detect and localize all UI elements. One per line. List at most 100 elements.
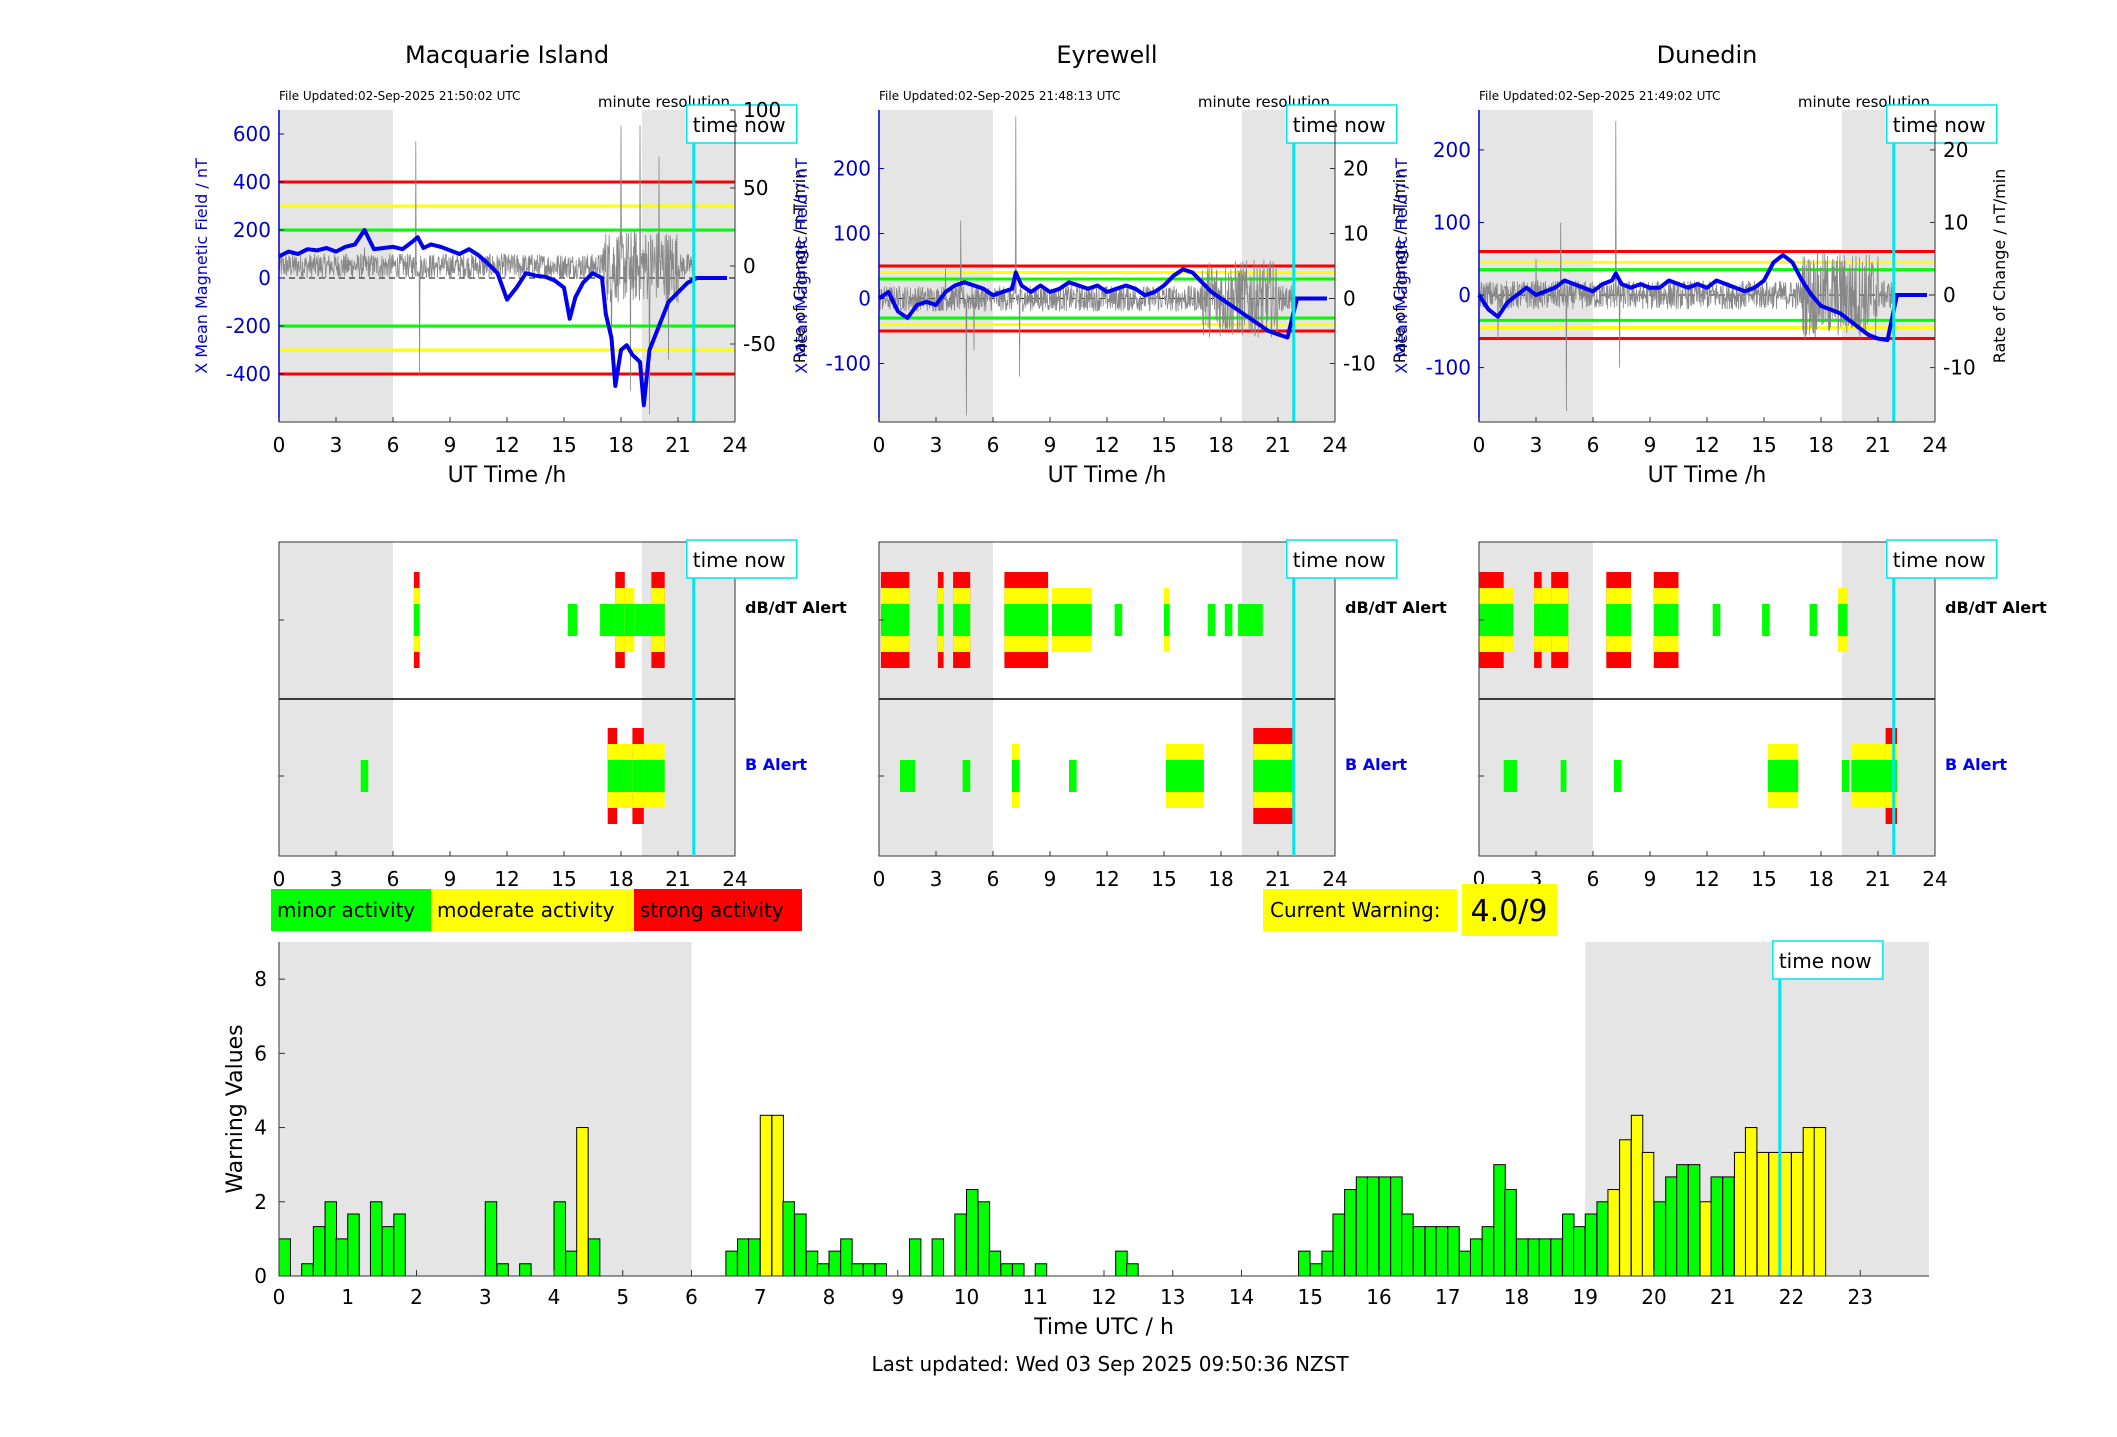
- warning-value-box: [1462, 884, 1557, 936]
- warning-bar: [519, 1263, 532, 1277]
- current-warning: Current Warning: 4.0/9: [1263, 884, 1557, 936]
- station-alert-plots: time now dB/dT Alert B Alert 0 3 6 9 12 15 18 21 24…: [273, 539, 2047, 891]
- warning-bar: [484, 1201, 498, 1277]
- warning-bar: [1653, 1201, 1666, 1277]
- warning-bar: [966, 1189, 979, 1277]
- left-tick-label: 100: [1433, 210, 1471, 234]
- warning-bar: [1527, 1238, 1541, 1277]
- station-panel: Eyrewell File Updated:02-Sep-2025 21:48:1…: [792, 41, 1409, 488]
- y-axis-label: Warning Values: [223, 1024, 248, 1193]
- b-alert-block: [962, 760, 971, 792]
- left-tick-label: 600: [233, 122, 271, 146]
- time-tick-label: 12: [1694, 433, 1719, 457]
- right-axis-label: Rate of Change / nT/min: [1990, 169, 2009, 364]
- warning-bar: [1791, 1151, 1804, 1277]
- left-tick-label: 200: [233, 218, 271, 242]
- warning-bar: [840, 1238, 853, 1277]
- night-shade: [1841, 110, 1935, 422]
- time-now-label: time now: [1779, 949, 1872, 973]
- dbdt-alert-label: dB/dT Alert: [1345, 598, 1447, 617]
- b-alert-block: [1503, 760, 1517, 792]
- time-now-label: time now: [1293, 548, 1386, 572]
- b-alert-block: [1613, 760, 1622, 792]
- warning-bar: [1126, 1263, 1139, 1277]
- x-axis-label: Time UTC / h: [1033, 1315, 1174, 1340]
- dbdt-alert-block: [1534, 604, 1542, 636]
- left-tick-label: 200: [833, 157, 871, 181]
- magnetic-field-trace: [877, 267, 1299, 340]
- x-tick-label: 22: [1779, 1285, 1804, 1309]
- time-tick-label: 21: [665, 867, 690, 891]
- warning-bar: [1619, 1139, 1632, 1277]
- dbdt-alert-block: [1551, 604, 1569, 636]
- warning-bar: [1034, 1263, 1048, 1277]
- warning-label-box: [1263, 889, 1457, 931]
- time-tick-label: 9: [1044, 433, 1057, 457]
- b-alert-block: [1069, 760, 1077, 792]
- warning-bar: [828, 1250, 841, 1277]
- right-tick-label: 0: [1343, 287, 1356, 311]
- station-title: Macquarie Island: [405, 41, 609, 69]
- right-tick-label: 0: [743, 254, 756, 278]
- time-tick-label: 3: [330, 867, 343, 891]
- time-now-box: [686, 539, 798, 579]
- time-axis-label: UT Time /h: [448, 463, 567, 488]
- warning-bar: [278, 1238, 291, 1277]
- time-tick-label: 21: [665, 433, 690, 457]
- b-alert-label: B Alert: [1345, 755, 1407, 774]
- time-tick-label: 12: [1694, 867, 1719, 891]
- station-title: Dunedin: [1657, 41, 1758, 69]
- dbdt-alert-block: [651, 604, 665, 636]
- rate-of-change-trace: [1478, 120, 1894, 412]
- b-alert-block: [1885, 760, 1897, 792]
- station-panel: Macquarie Island File Updated:02-Sep-2025…: [192, 41, 809, 488]
- warning-bar: [1630, 1114, 1644, 1277]
- time-tick-label: 21: [1265, 433, 1290, 457]
- x-tick-label: 21: [1710, 1285, 1735, 1309]
- b-alert-block: [1012, 760, 1020, 792]
- warning-bar: [1687, 1164, 1701, 1277]
- time-tick-label: 18: [608, 867, 633, 891]
- x-tick-label: 17: [1435, 1285, 1460, 1309]
- dbdt-alert-block: [1164, 604, 1170, 636]
- warning-bar: [1584, 1213, 1598, 1277]
- right-tick-label: -10: [1343, 352, 1376, 376]
- time-tick-label: 18: [1208, 867, 1233, 891]
- file-updated: File Updated:02-Sep-2025 21:48:13 UTC: [879, 89, 1120, 103]
- warning-bar: [587, 1238, 601, 1277]
- left-tick-label: 0: [1458, 283, 1471, 307]
- magnetic-field-trace: [1477, 253, 1899, 342]
- b-alert-block: [899, 760, 916, 792]
- warning-bar: [1802, 1127, 1816, 1277]
- dbdt-alert-block: [1762, 604, 1770, 636]
- time-tick-label: 12: [494, 433, 519, 457]
- time-tick-label: 18: [608, 433, 633, 457]
- x-tick-label: 2: [410, 1285, 423, 1309]
- warning-bar: [1390, 1176, 1403, 1277]
- warning-bar: [1756, 1151, 1770, 1277]
- time-tick-label: 24: [1322, 433, 1347, 457]
- left-axis-label: X Mean Magnetic Field / nT: [1392, 158, 1411, 374]
- x-tick-label: 19: [1573, 1285, 1598, 1309]
- time-tick-label: 0: [273, 433, 286, 457]
- warning-bar: [782, 1201, 795, 1277]
- legend-swatch: [431, 889, 634, 931]
- time-now-label: time now: [1893, 548, 1986, 572]
- time-now-box: [1772, 940, 1884, 980]
- b-alert-block: [360, 760, 369, 792]
- legend-swatch: [634, 889, 802, 931]
- y-tick-label: 4: [254, 1116, 267, 1140]
- dbdt-alert-block: [1838, 604, 1848, 636]
- rate-of-change-trace: [278, 125, 694, 415]
- right-tick-label: 10: [1343, 222, 1368, 246]
- time-now-box: [1886, 539, 1998, 579]
- warning-bar: [1355, 1176, 1369, 1277]
- dbdt-alert-block: [1114, 604, 1123, 636]
- warning-bar: [347, 1213, 360, 1277]
- warning-bar: [1401, 1213, 1414, 1277]
- left-tick-label: -100: [826, 352, 871, 376]
- time-tick-label: 18: [1808, 433, 1833, 457]
- time-tick-label: 15: [1151, 433, 1176, 457]
- time-tick-label: 24: [722, 867, 747, 891]
- warning-bar: [1538, 1238, 1552, 1277]
